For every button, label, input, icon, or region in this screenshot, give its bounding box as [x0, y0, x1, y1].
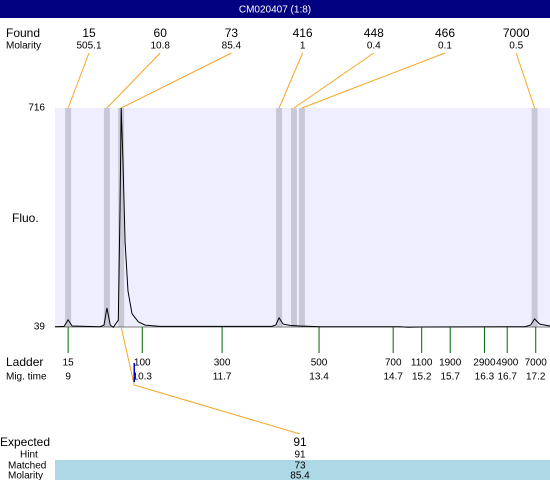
matched-label: Matched: [8, 461, 46, 472]
hint-value: 91: [294, 450, 306, 461]
ladder-size: 500: [311, 358, 328, 369]
ladder-size: 700: [385, 358, 402, 369]
found-connector: [106, 52, 161, 109]
ladder-label: Ladder: [6, 355, 43, 369]
ladder-time: 16.7: [497, 372, 517, 383]
ladder-size: 1900: [439, 358, 462, 369]
found-size: 416: [293, 26, 313, 40]
found-connector: [293, 52, 375, 109]
found-band: [290, 108, 297, 327]
found-connector: [301, 52, 446, 109]
found-band: [531, 108, 538, 327]
found-molarity: 85.4: [222, 41, 242, 52]
found-connector: [515, 52, 536, 109]
found-connector: [120, 52, 232, 109]
match-connector: [120, 326, 301, 435]
ladder-time: 15.7: [440, 372, 460, 383]
ladder-time: 15.2: [412, 372, 432, 383]
found-band: [298, 108, 305, 327]
ladder-size: 1100: [411, 358, 433, 369]
found-connector: [67, 52, 90, 109]
found-band: [276, 108, 283, 327]
found-connector: [278, 52, 304, 109]
found-size: 7000: [503, 26, 530, 40]
ladder-size: 15: [63, 358, 75, 369]
matched-value: 73: [294, 461, 306, 472]
ladder-size: 2900: [473, 358, 496, 369]
found-band: [118, 108, 125, 327]
molarity-bottom-label: Molarity: [8, 471, 43, 480]
ladder-size: 7000: [525, 358, 548, 369]
ladder-size: 100: [134, 358, 151, 369]
found-size: 15: [82, 26, 96, 40]
ladder-size: 300: [214, 358, 231, 369]
ladder-size: 4900: [496, 358, 519, 369]
found-molarity: 1: [300, 41, 306, 52]
found-molarity: 0.5: [509, 41, 523, 52]
ladder-time: 13.4: [309, 372, 329, 383]
y-tick-label: 716: [28, 103, 45, 114]
ladder-time: 17.2: [526, 372, 546, 383]
found-size: 73: [225, 26, 239, 40]
found-molarity: 505.1: [76, 41, 101, 52]
ladder-time: 16.3: [475, 372, 495, 383]
y-tick-label: 39: [34, 322, 46, 333]
found-size: 448: [364, 26, 384, 40]
fluo-label: Fluo.: [12, 211, 39, 225]
mig-time-label: Mig. time: [6, 372, 47, 383]
found-size: 60: [154, 26, 168, 40]
hint-label: Hint: [20, 450, 38, 461]
title: CM020407 (1:8): [239, 5, 311, 16]
ladder-time: 10.3: [133, 372, 153, 383]
found-band: [65, 108, 72, 327]
matched-highlight: [55, 460, 550, 480]
ladder-time: 14.7: [383, 372, 403, 383]
found-molarity: 10.8: [150, 41, 170, 52]
expected-label: Expected: [0, 435, 50, 449]
found-label: Found: [6, 26, 40, 40]
ladder-time: 11.7: [213, 372, 232, 383]
expected-value: 91: [293, 435, 307, 449]
found-molarity: 0.1: [438, 41, 452, 52]
found-molarity: 0.4: [367, 41, 381, 52]
molarity-label: Molarity: [6, 41, 41, 52]
molarity-value: 85.4: [290, 471, 310, 480]
title-bar: [0, 0, 550, 18]
found-size: 466: [435, 26, 455, 40]
found-band: [103, 108, 110, 327]
ladder-time: 9: [65, 372, 71, 383]
